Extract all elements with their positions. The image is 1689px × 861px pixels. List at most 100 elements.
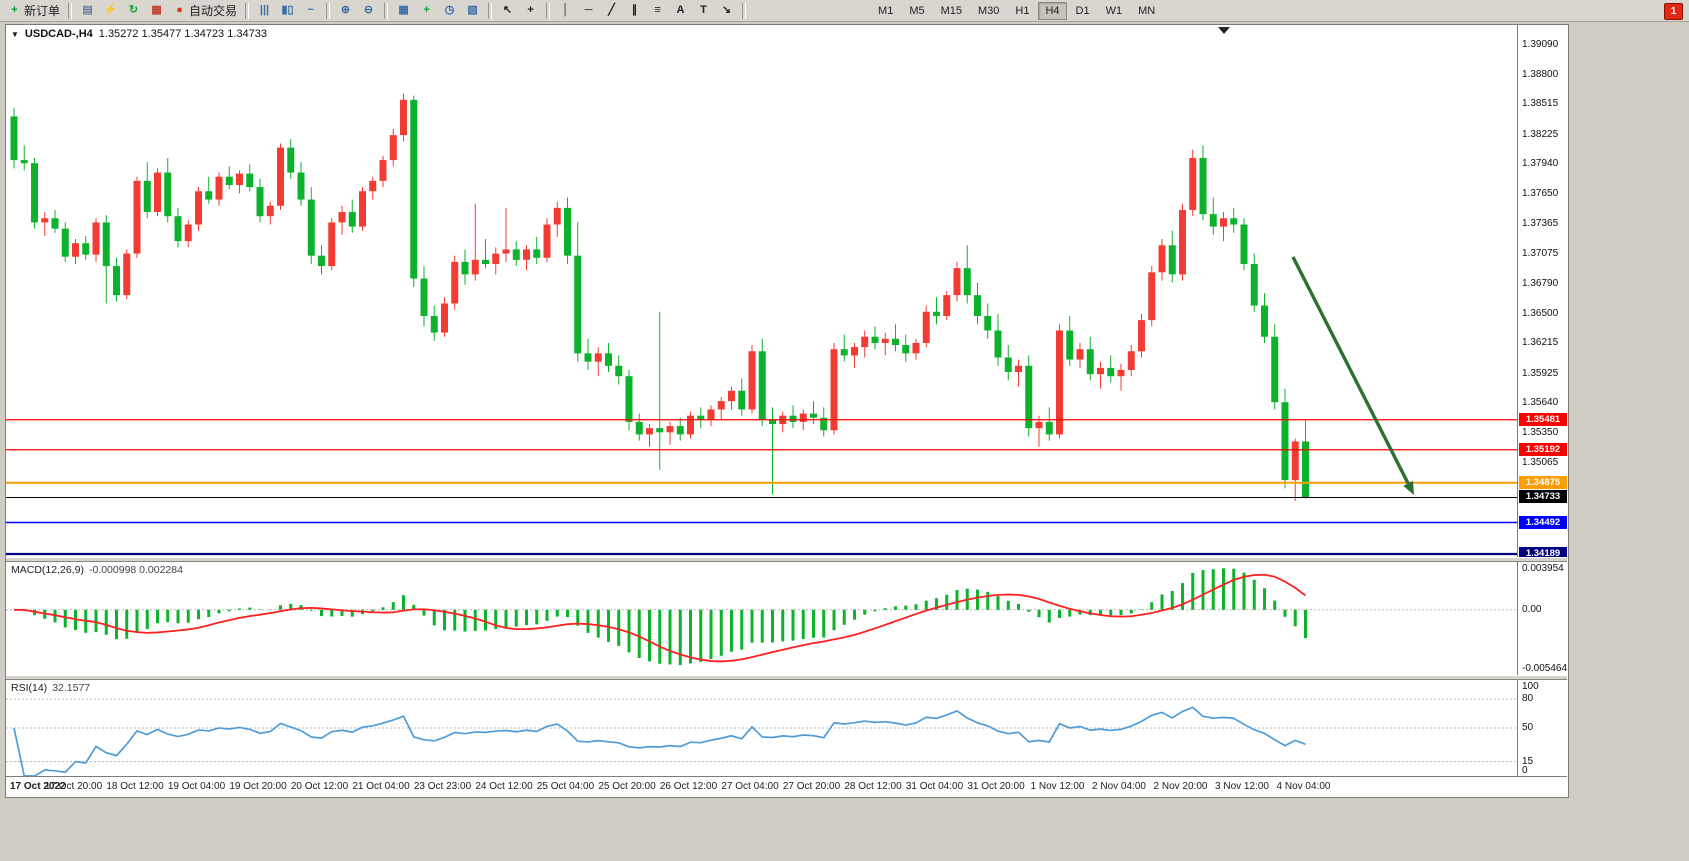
axis-label: 0.003954 [1522, 563, 1564, 574]
candle-body [1261, 305, 1268, 337]
chart-window: ▼ USDCAD-,H4 1.35272 1.35477 1.34723 1.3… [5, 24, 1569, 798]
templates-icon[interactable]: ▧ [462, 1, 483, 21]
indicators-icon[interactable]: + [416, 1, 437, 21]
candle-body [840, 349, 848, 356]
candle-body [430, 315, 438, 333]
timeframe-h4[interactable]: H4 [1038, 1, 1067, 20]
candle-body [1240, 224, 1248, 264]
candle-body [1066, 330, 1074, 360]
date-label: 26 Oct 12:00 [659, 781, 718, 792]
macd-chart[interactable] [6, 562, 1517, 675]
candle-body [328, 222, 336, 267]
timeframe-m1[interactable]: M1 [878, 4, 894, 17]
time-axis[interactable]: 17 Oct 2022 17 Oct 20:00 18 Oct 12:00 19 Oc… [6, 776, 1567, 797]
candle-body [625, 376, 633, 422]
horizontal-line-icon[interactable]: ─ [578, 1, 599, 21]
price-axis[interactable]: 1.35481 1.35192 1.34875 1.34733 1.34492 1.341… [1517, 25, 1568, 776]
trend-arrow[interactable] [1291, 256, 1410, 485]
candle-body [912, 342, 920, 354]
panel-splitter-macd[interactable] [6, 557, 1567, 562]
clock-icon[interactable]: ◷ [439, 1, 460, 21]
candle-body [266, 205, 274, 217]
candle-body [174, 216, 182, 242]
quick-trade-icon: ⚡ [103, 4, 118, 16]
chart-window-icon[interactable]: ▤ [77, 1, 98, 21]
candle-body [420, 278, 428, 316]
date-label: 1 Nov 12:00 [1030, 781, 1085, 792]
zoom-in-icon[interactable]: ⊕ [335, 1, 356, 21]
refresh-icon[interactable]: ↻ [123, 1, 144, 21]
timeframe-m15[interactable]: M15 [940, 4, 962, 17]
date-label: 19 Oct 04:00 [167, 781, 226, 792]
vertical-line-icon[interactable]: │ [555, 1, 576, 21]
candle-body [348, 212, 356, 227]
text-label-icon[interactable]: T [693, 1, 714, 21]
tile-windows-icon[interactable]: ▦ [393, 1, 414, 21]
candle-body [994, 330, 1002, 358]
candle-body [1138, 320, 1145, 352]
rsi-label: RSI(14) 32.1577 [11, 682, 90, 694]
notification-badge: 1 [1670, 6, 1677, 17]
candle-body [20, 160, 28, 164]
cursor-icon[interactable]: ↖ [497, 1, 518, 21]
market-watch-icon[interactable]: ▦ [146, 1, 167, 21]
candle-body [225, 176, 233, 186]
toolbar-separator [742, 2, 747, 19]
rsi-chart[interactable] [6, 680, 1517, 776]
new-order-icon: + [11, 4, 18, 16]
timeframe-w1[interactable]: W1 [1105, 4, 1123, 17]
trendline-icon[interactable]: ╱ [601, 1, 622, 21]
crosshair-icon[interactable]: + [520, 1, 541, 21]
fibonacci-icon: ≡ [654, 4, 661, 16]
candle-body [615, 365, 623, 377]
bar-chart-icon[interactable]: ||| [254, 1, 275, 21]
axis-label: 50 [1522, 722, 1534, 733]
line-chart-icon[interactable]: ~ [300, 1, 321, 21]
candle-body [246, 173, 254, 188]
channel-icon[interactable]: ∥ [624, 1, 645, 21]
arrows-icon[interactable]: ↘ [716, 1, 737, 21]
axis-label: 1.38225 [1522, 128, 1559, 140]
axis-label: 0.00 [1522, 603, 1542, 615]
timeframe-m5[interactable]: M5 [909, 4, 925, 17]
candle-body [953, 268, 961, 296]
candle-body [379, 160, 387, 181]
axis-label: 1.37365 [1522, 217, 1559, 229]
toolbar-right: 1 [1664, 3, 1683, 20]
rsi-value: 32.1577 [52, 682, 91, 694]
candle-body [717, 401, 725, 410]
candle-body [318, 255, 325, 267]
candle-body [881, 338, 889, 343]
notification-icon[interactable]: 1 [1664, 3, 1683, 20]
timeframe-d1[interactable]: D1 [1075, 4, 1090, 17]
date-label: 18 Oct 12:00 [106, 781, 164, 792]
chart-shift-marker[interactable] [1218, 27, 1230, 34]
panel-splitter-rsi[interactable] [6, 675, 1567, 680]
date-label: 2 Nov 20:00 [1153, 781, 1208, 792]
candle-body [256, 187, 264, 217]
macd-signal-line [13, 573, 1307, 663]
candlestick-chart-icon[interactable]: ▮▯ [277, 1, 298, 21]
candle-body [810, 413, 817, 418]
fibonacci-icon[interactable]: ≡ [647, 1, 668, 21]
arrows-icon: ↘ [721, 4, 732, 16]
timeframe-mn[interactable]: MN [1138, 4, 1156, 17]
text-icon[interactable]: A [670, 1, 691, 21]
candle-body [154, 172, 161, 213]
price-chart[interactable] [6, 25, 1517, 557]
quick-trade-icon[interactable]: ⚡ [100, 1, 121, 21]
date-label: 17 Oct 20:00 [44, 781, 103, 792]
candle-body [133, 180, 141, 254]
indicators-icon: + [423, 4, 430, 16]
symbol-dropdown-icon[interactable]: ▼ [11, 29, 19, 39]
new-order-button[interactable]: + 新订单 [4, 1, 63, 21]
zoom-out-icon[interactable]: ⊖ [358, 1, 379, 21]
candle-body [1015, 365, 1022, 373]
autotrading-button[interactable]: ● 自动交易 [169, 1, 240, 21]
candle-body [215, 176, 223, 200]
toolbar-separator [68, 2, 73, 19]
timeframe-m30[interactable]: M30 [978, 4, 1000, 17]
axis-label: 1.36215 [1522, 337, 1559, 349]
candle-body [1158, 245, 1166, 273]
timeframe-h1[interactable]: H1 [1015, 4, 1030, 17]
